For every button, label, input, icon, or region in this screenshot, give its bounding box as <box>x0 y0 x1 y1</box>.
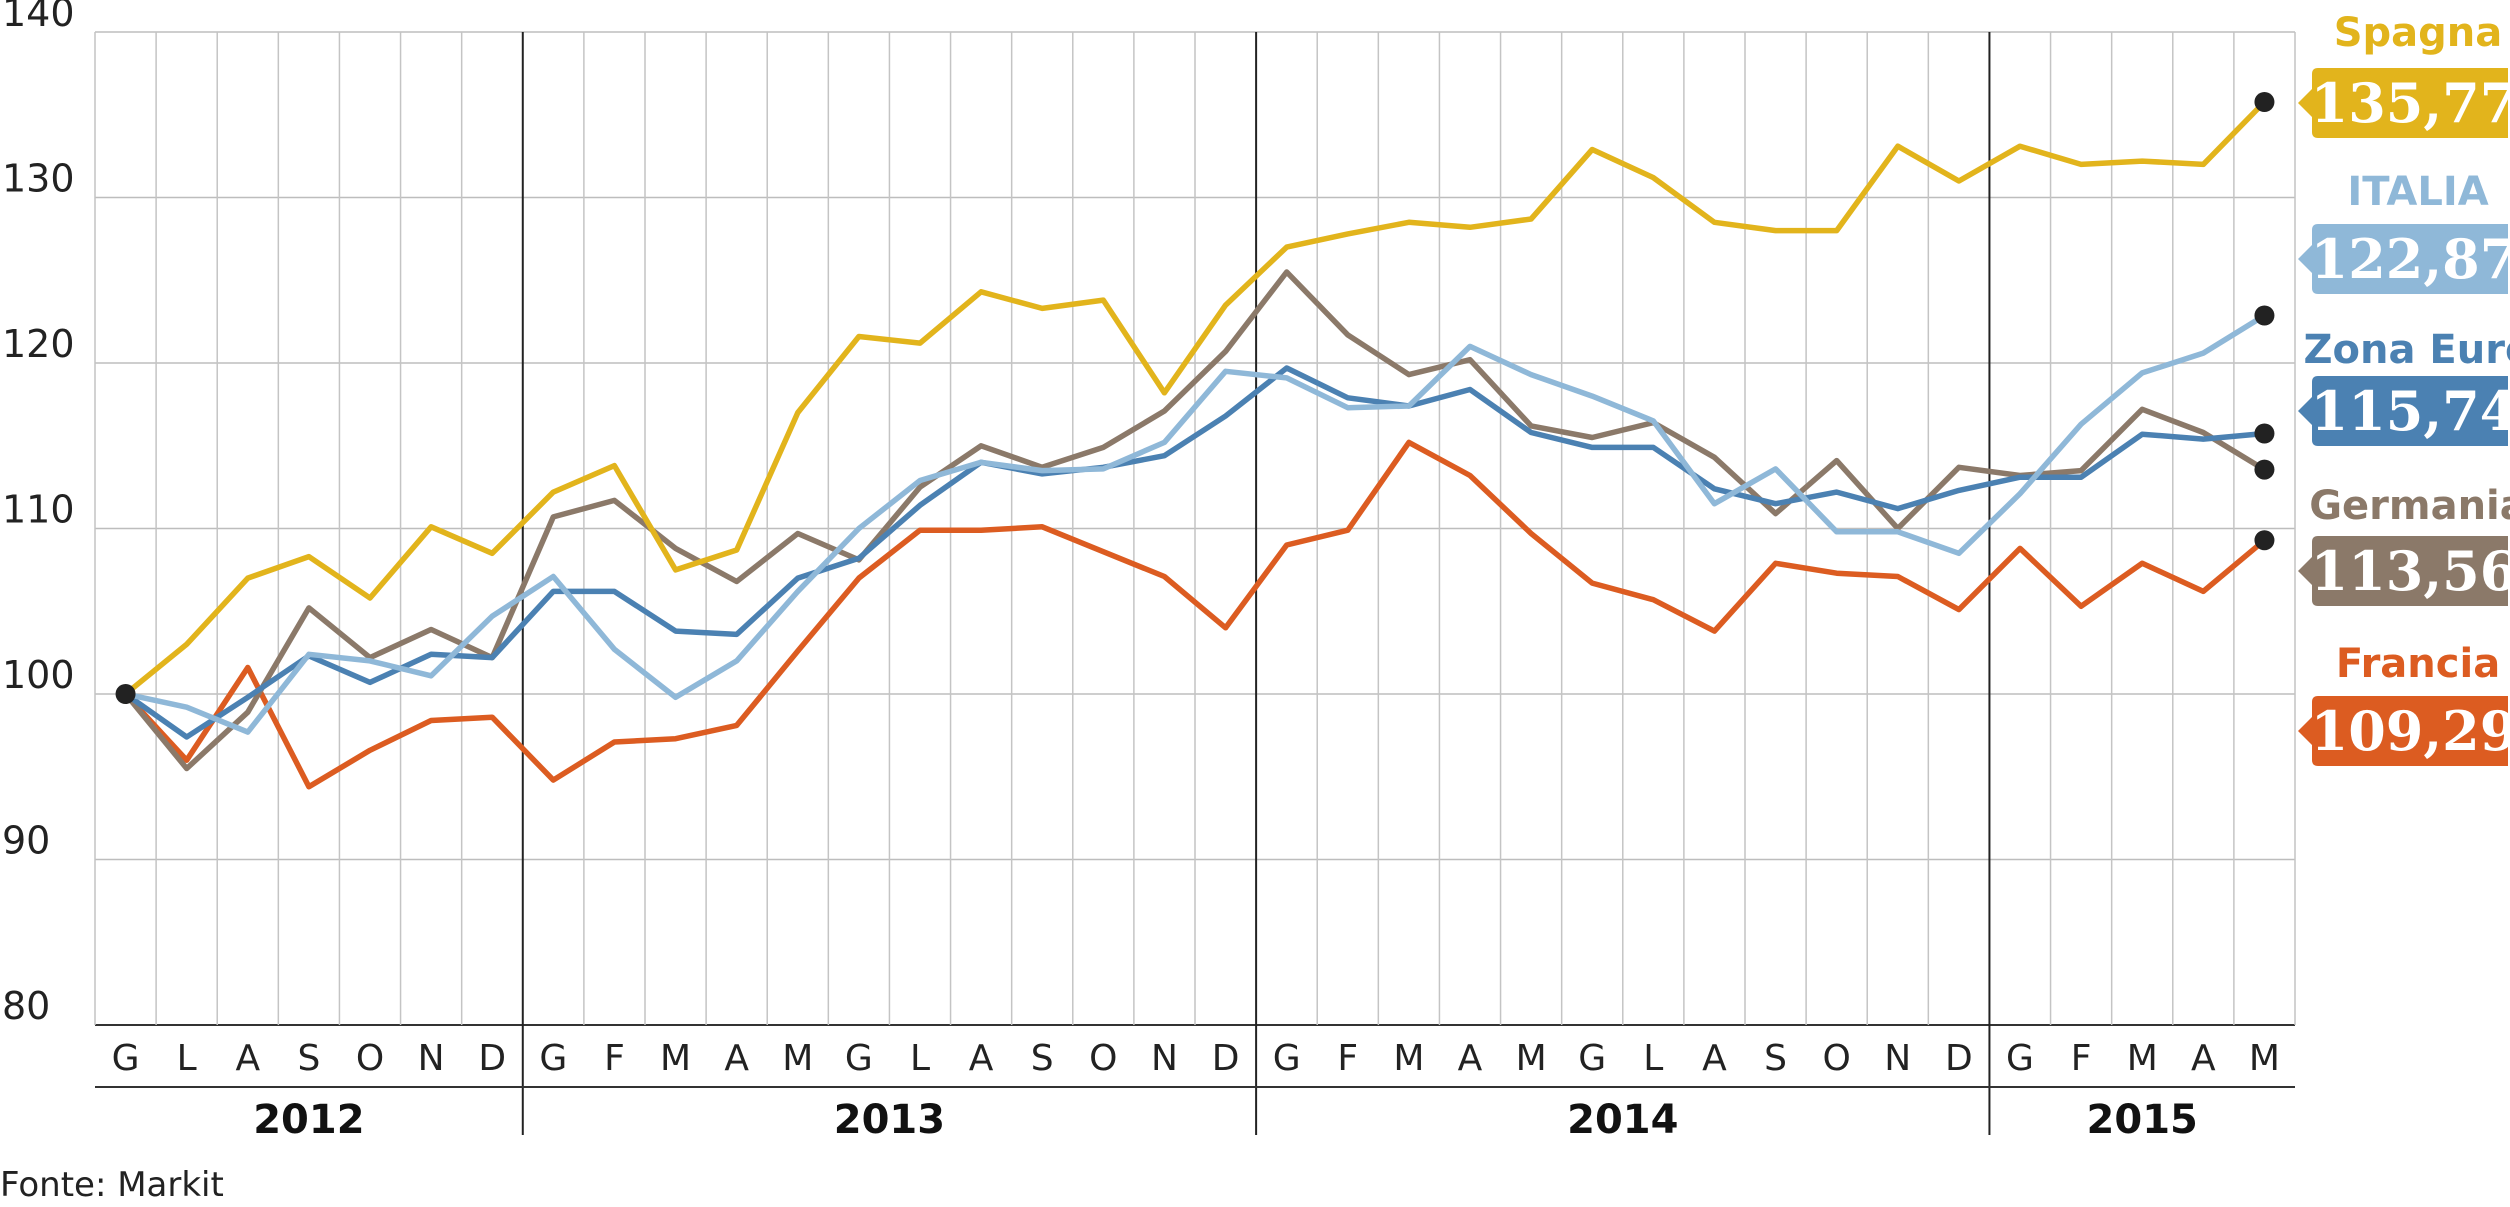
year-label: 2013 <box>834 1097 945 1143</box>
month-label: D <box>1945 1038 1973 1079</box>
y-tick-label: 90 <box>2 819 50 863</box>
month-label: M <box>660 1038 691 1079</box>
grid <box>94 31 2296 1135</box>
month-label: A <box>969 1038 994 1079</box>
end-marker-zona-euro <box>2254 423 2275 444</box>
y-tick-label: 120 <box>2 322 75 366</box>
legend-value-germania: 113,56 <box>2311 539 2510 603</box>
end-marker-francia <box>2254 530 2275 551</box>
month-label: A <box>1702 1038 1727 1079</box>
month-label: M <box>782 1038 813 1079</box>
series-markers <box>115 92 2275 704</box>
y-tick-label: 140 <box>2 0 75 35</box>
month-label: M <box>1393 1038 1424 1079</box>
month-label: A <box>1458 1038 1483 1079</box>
series-line-germania <box>122 269 2268 772</box>
month-label: A <box>724 1038 749 1079</box>
year-label: 2012 <box>253 1097 364 1143</box>
legend-name-spagna: Spagna <box>2334 10 2503 56</box>
legend-value-box-spagna <box>2298 68 2508 138</box>
month-label: N <box>1884 1038 1911 1079</box>
end-marker-germania <box>2254 459 2275 480</box>
legend-value-box-zona-euro <box>2298 376 2508 446</box>
legend-name-germania: Germania <box>2309 483 2510 529</box>
legend-name-francia: Francia <box>2336 641 2500 687</box>
series-line-spagna <box>122 99 2268 697</box>
y-tick-label: 80 <box>2 984 50 1028</box>
legend-value-spagna: 135,77 <box>2311 71 2510 135</box>
series-line-zona-euro <box>122 365 2268 740</box>
month-label: A <box>2191 1038 2216 1079</box>
y-tick-label: 130 <box>2 157 75 201</box>
start-marker <box>115 684 136 704</box>
month-label: M <box>2127 1038 2158 1079</box>
month-label: M <box>1516 1038 1547 1079</box>
month-label: A <box>235 1038 260 1079</box>
series-lines <box>122 99 2268 790</box>
x-axis: G L A S O N D G F M A M G L A S O N D G F M A M G L A S O N D G F M A M2012… <box>112 1038 2280 1143</box>
month-label: F <box>1337 1038 1358 1079</box>
month-label: F <box>604 1038 625 1079</box>
month-label: S <box>1764 1038 1787 1079</box>
month-label: S <box>297 1038 320 1079</box>
month-label: L <box>1643 1038 1663 1079</box>
month-label: G <box>845 1038 873 1079</box>
month-label: M <box>2249 1038 2280 1079</box>
legend-value-italia: 122,87 <box>2311 227 2510 291</box>
month-label: O <box>1089 1038 1117 1079</box>
month-label: G <box>1578 1038 1606 1079</box>
source-note: Fonte: Markit <box>0 1165 224 1205</box>
month-label: L <box>910 1038 930 1079</box>
month-label: O <box>356 1038 384 1079</box>
legend-value-box-germania <box>2298 536 2508 606</box>
month-label: D <box>1212 1038 1240 1079</box>
series-line-italia <box>122 312 2268 735</box>
end-marker-italia <box>2254 305 2275 326</box>
y-tick-label: 100 <box>2 653 75 697</box>
series-line-francia <box>122 439 2268 790</box>
legend-name-italia: ITALIA <box>2347 169 2488 215</box>
y-tick-label: 110 <box>2 488 75 532</box>
year-label: 2015 <box>2087 1097 2198 1143</box>
y-axis-ticks: 80 90 100 110 120 130 140 <box>2 0 75 1028</box>
month-label: S <box>1031 1038 1054 1079</box>
legend-value-box-francia <box>2298 696 2508 766</box>
legend: Spagna 135,77 ITALIA 122,87 Zona Euro 115,74 G… <box>2298 10 2510 766</box>
month-label: G <box>1273 1038 1301 1079</box>
month-label: L <box>177 1038 197 1079</box>
legend-value-box-italia <box>2298 224 2508 294</box>
month-label: F <box>2071 1038 2092 1079</box>
end-marker-spagna <box>2254 92 2275 113</box>
month-label: G <box>2006 1038 2034 1079</box>
month-label: N <box>1151 1038 1178 1079</box>
legend-value-francia: 109,29 <box>2311 699 2510 763</box>
month-label: O <box>1822 1038 1850 1079</box>
month-label: N <box>418 1038 445 1079</box>
year-label: 2014 <box>1567 1097 1678 1143</box>
month-label: G <box>112 1038 140 1079</box>
month-label: G <box>539 1038 567 1079</box>
legend-name-zona-euro: Zona Euro <box>2304 327 2510 373</box>
legend-value-zona-euro: 115,74 <box>2311 379 2510 443</box>
month-label: D <box>478 1038 506 1079</box>
